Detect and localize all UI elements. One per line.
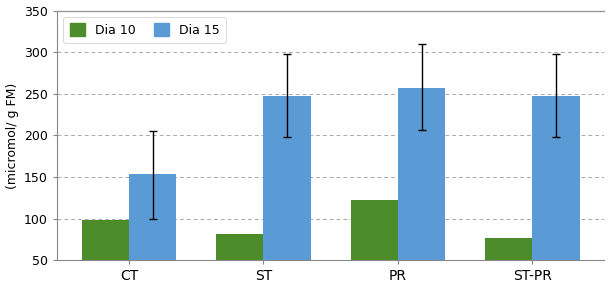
Bar (217, 234, 264, 289)
Bar (398, 88, 445, 289)
Bar (351, 201, 398, 289)
Bar (486, 238, 533, 289)
Bar (264, 95, 310, 289)
Legend: Dia 10, Dia 15: Dia 10, Dia 15 (63, 17, 226, 43)
Y-axis label: (micromol/ g FM): (micromol/ g FM) (5, 82, 18, 189)
Bar (82, 221, 129, 289)
Bar (129, 174, 176, 289)
Bar (533, 95, 580, 289)
